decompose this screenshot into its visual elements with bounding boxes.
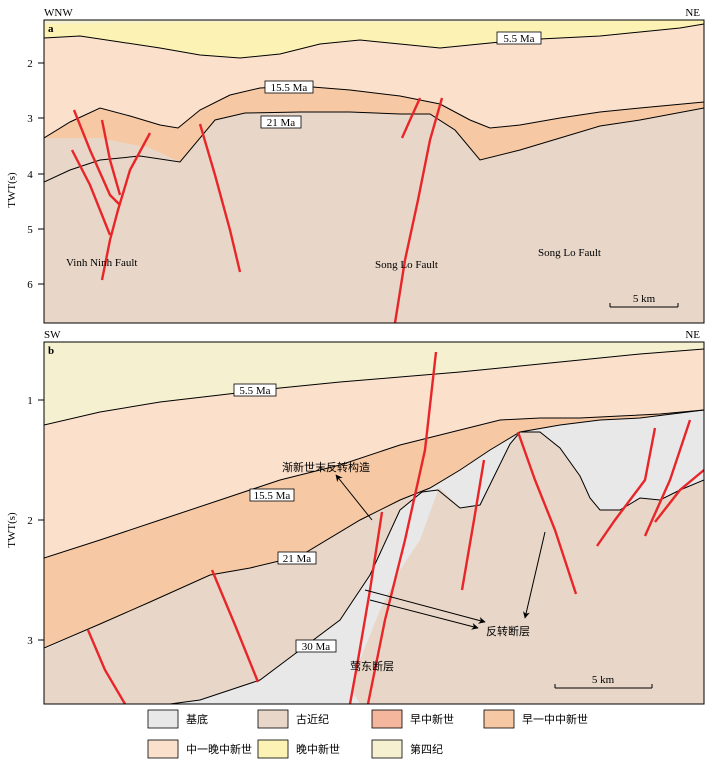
tick-label-b: 1 — [27, 395, 33, 407]
horizon-label-box: 5.5 Ma — [496, 31, 542, 45]
fault-b-4 — [366, 351, 438, 704]
legend-item-middle-late-miocene: 中一晚中新世 — [147, 739, 252, 759]
arrow-reverse-fault-3 — [523, 531, 546, 619]
late-miocene-fill-a — [44, 20, 704, 58]
paleogene-fill-b — [44, 432, 704, 704]
panel-label-b: b — [48, 345, 54, 357]
arrow-inversion-structure — [335, 474, 373, 521]
faults-b — [86, 351, 704, 704]
svg-text:早中新世: 早中新世 — [410, 712, 454, 726]
direction-right-b: NE — [685, 329, 700, 341]
axis-a: 2 3 4 5 6 TWT(s) — [6, 58, 44, 291]
svg-text:早一中中新世: 早一中中新世 — [522, 712, 588, 726]
horizon-label-b-5-5: 5.5 Ma — [239, 385, 270, 397]
fault-label-song-lo-2: Song Lo Fault — [538, 247, 601, 259]
annotation-arrows — [335, 474, 546, 630]
legend-item-early-miocene: 早中新世 — [371, 709, 454, 729]
legend-item-basement: 基底 — [147, 709, 208, 729]
direction-left-a: WNW — [44, 7, 73, 19]
fault-a-2 — [100, 119, 122, 196]
svg-text:第四纪: 第四纪 — [410, 742, 443, 756]
fault-a-1 — [72, 109, 121, 206]
scale-label-b: 5 km — [592, 674, 615, 686]
tick-label-a: 3 — [27, 113, 33, 125]
horizon-label-a-5-5: 5.5 Ma — [503, 33, 534, 45]
horizon-label-box: 5.5 Ma — [233, 383, 277, 397]
horizon-label-box: 15.5 Ma — [249, 488, 295, 502]
fault-b-3 — [348, 511, 384, 704]
svg-text:古近纪: 古近纪 — [296, 713, 329, 726]
annotation-yingdong-fault: 莺东断层 — [350, 659, 394, 673]
horizon-label-b-30: 30 Ma — [302, 641, 331, 653]
horizon-label-box: 21 Ma — [260, 115, 302, 129]
fault-b-2 — [210, 569, 260, 683]
axis-b: 1 2 3 TWT(s) — [6, 395, 44, 647]
fault-b-5 — [460, 459, 486, 591]
fault-a-6 — [400, 97, 422, 139]
direction-left-b: SW — [44, 329, 61, 341]
frame-b — [43, 341, 705, 705]
horizon-label-box: 15.5 Ma — [264, 80, 314, 94]
horizon-5-5-b — [44, 348, 704, 426]
horizon-label-a-15-5: 15.5 Ma — [271, 82, 308, 94]
panel-b — [43, 341, 705, 705]
faults-a — [70, 97, 444, 323]
legend-item-early-middle-miocene: 早一中中新世 — [483, 709, 588, 729]
panel-label-a: a — [48, 23, 54, 35]
horizon-label-b-21: 21 Ma — [283, 553, 312, 565]
legend: 基底 古近纪 早中新世 早一中中新世 中一晚中新世 晚中新世 第四纪 — [147, 709, 588, 759]
arrow-reverse-fault-1 — [364, 589, 486, 624]
svg-text:中一晚中新世: 中一晚中新世 — [186, 742, 252, 756]
y-axis-label-b: TWT(s) — [6, 512, 18, 548]
scale-bar-a: 5 km — [609, 293, 679, 308]
tick-label-b: 2 — [27, 515, 33, 527]
fault-b-6 — [516, 431, 578, 595]
legend-item-late-miocene: 晚中新世 — [257, 739, 340, 759]
tick-label-a: 2 — [27, 58, 33, 70]
scale-bar-b: 5 km — [554, 674, 653, 689]
tick-label-a: 4 — [27, 169, 33, 181]
fault-b-9 — [654, 469, 704, 523]
legend-item-paleogene: 古近纪 — [257, 709, 329, 729]
fault-a-3 — [100, 132, 152, 281]
fault-b-8 — [643, 419, 692, 537]
horizon-label-box: 21 Ma — [277, 551, 317, 565]
quaternary-fill-a — [44, 20, 704, 24]
fault-label-vinh-ninh: Vinh Ninh Fault — [66, 257, 137, 269]
arrow-reverse-fault-2 — [369, 599, 479, 630]
annotation-reverse-fault: 反转断层 — [486, 624, 530, 638]
panel-a — [43, 19, 705, 324]
horizon-5-5-a — [44, 23, 704, 59]
fault-a-7 — [393, 97, 444, 323]
fault-label-song-lo-1: Song Lo Fault — [375, 259, 438, 271]
fault-a-5 — [198, 123, 242, 273]
quaternary-fill-b — [44, 342, 704, 425]
horizon-21-a — [44, 107, 704, 183]
horizon-label-b-15-5: 15.5 Ma — [254, 490, 291, 502]
y-axis-label-a: TWT(s) — [6, 172, 18, 208]
tick-label-b: 3 — [27, 635, 33, 647]
tick-label-a: 5 — [27, 224, 33, 236]
scale-label-a: 5 km — [633, 293, 656, 305]
svg-text:基底: 基底 — [186, 712, 208, 726]
direction-right-a: NE — [685, 7, 700, 19]
horizon-15-5-b — [44, 409, 704, 559]
fault-a-4 — [70, 149, 112, 236]
tick-label-a: 6 — [27, 279, 33, 291]
annotation-inversion-structure: 渐新世末反转构造 — [282, 460, 370, 474]
frame-a — [43, 19, 705, 324]
horizon-label-box: 30 Ma — [295, 639, 337, 653]
horizon-15-5-a — [44, 85, 704, 139]
fault-b-1 — [86, 629, 127, 704]
horizon-label-a-21: 21 Ma — [267, 117, 296, 129]
legend-item-quaternary: 第四纪 — [371, 739, 443, 759]
svg-text:晚中新世: 晚中新世 — [296, 742, 340, 756]
fault-b-7 — [596, 427, 657, 547]
